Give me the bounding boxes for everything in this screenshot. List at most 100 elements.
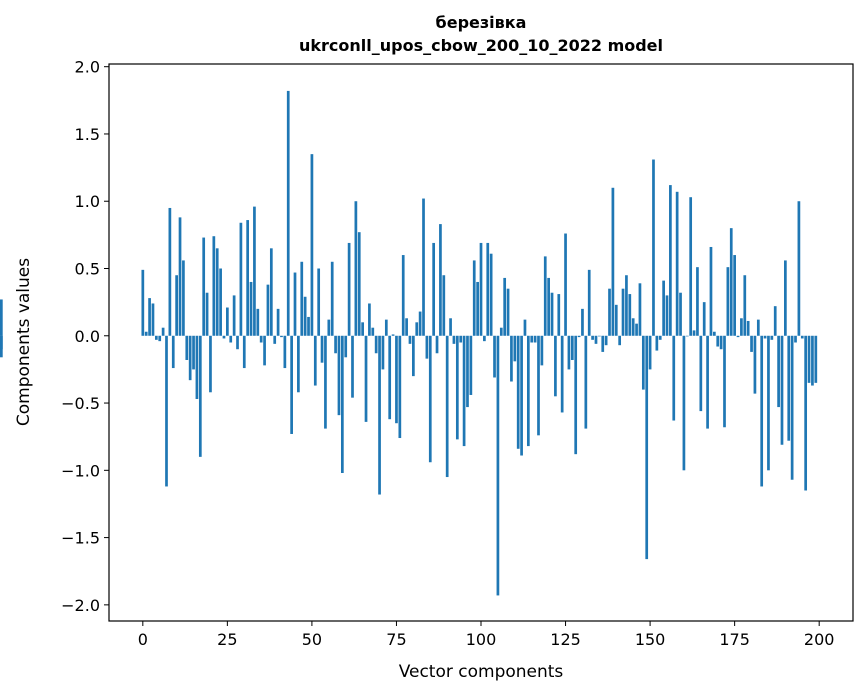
bar (425, 335, 429, 359)
bar (280, 335, 283, 338)
bar (493, 335, 496, 378)
bar (154, 335, 158, 340)
bar (750, 335, 753, 352)
bar (581, 308, 584, 336)
bar (293, 272, 297, 336)
bar (222, 335, 226, 339)
bar (141, 269, 145, 336)
y-axis-ticks: −2.0 −1.5 −1.0 −0.5 0.0 0.5 1.0 1.5 2.0 (61, 58, 109, 615)
bar (269, 248, 273, 336)
bar (641, 335, 645, 390)
y-tick-label: 1.5 (75, 125, 100, 144)
bar (449, 318, 452, 336)
bar (310, 154, 314, 336)
bar (455, 335, 459, 440)
bar (242, 335, 246, 369)
bar (594, 335, 598, 344)
bar (351, 335, 354, 398)
bar (797, 201, 801, 336)
bar (212, 236, 216, 336)
bar (290, 335, 293, 434)
bar (337, 335, 341, 416)
bar (158, 335, 162, 342)
bar (662, 280, 665, 336)
x-tick-label: 150 (635, 630, 666, 649)
x-tick-label: 100 (466, 630, 497, 649)
bar (317, 268, 321, 336)
bar (486, 242, 490, 336)
bar (378, 335, 381, 495)
x-tick-label: 175 (719, 630, 750, 649)
x-tick-label: 75 (386, 630, 406, 649)
x-tick-label: 200 (804, 630, 835, 649)
bar (398, 335, 402, 439)
bar (445, 335, 449, 478)
bar (770, 335, 774, 340)
bar (432, 242, 436, 336)
bar (215, 248, 219, 336)
bar (763, 335, 767, 339)
bar (811, 335, 814, 386)
bar (506, 288, 510, 336)
bar (729, 228, 733, 336)
bar (557, 294, 561, 336)
bar (428, 335, 432, 463)
bar (584, 335, 588, 429)
bar (297, 335, 300, 393)
bar (567, 335, 571, 370)
bar (706, 335, 709, 429)
bar (574, 335, 578, 455)
bar (249, 281, 253, 336)
bar (256, 308, 260, 336)
bar (347, 242, 351, 336)
bar (631, 318, 635, 336)
bar (614, 304, 618, 336)
bar (462, 335, 466, 447)
bar (391, 334, 395, 336)
bar (625, 275, 628, 336)
bar (236, 335, 239, 350)
x-tick-label: 0 (138, 630, 148, 649)
bar (564, 233, 567, 336)
bar (344, 335, 348, 358)
bar (286, 90, 290, 336)
bar (733, 255, 736, 336)
x-tick-label: 25 (217, 630, 237, 649)
bar (669, 185, 672, 336)
bar (192, 335, 195, 370)
bar (253, 206, 256, 336)
bar (452, 335, 456, 344)
bar (165, 335, 168, 487)
bar (638, 283, 642, 336)
y-tick-label: −2.0 (61, 596, 100, 615)
bar (324, 335, 327, 429)
bar (790, 335, 794, 480)
y-tick-label: −0.5 (61, 394, 100, 413)
bar (300, 261, 304, 336)
bar (773, 306, 777, 336)
bar (784, 260, 787, 336)
bar (435, 335, 439, 354)
bar (814, 335, 818, 383)
bar (405, 318, 408, 336)
bar (716, 335, 720, 347)
bar (740, 318, 743, 336)
bar (577, 335, 581, 338)
bar (533, 335, 537, 343)
bar (712, 331, 716, 336)
bar (672, 335, 676, 421)
bar (0, 299, 3, 336)
bar (658, 335, 662, 340)
bar (354, 201, 358, 336)
bar (753, 335, 757, 394)
bar (442, 275, 446, 336)
bar (621, 288, 625, 336)
bar (459, 335, 463, 343)
bar (439, 224, 442, 336)
bar (807, 335, 811, 383)
bar (645, 335, 649, 560)
bar (371, 327, 375, 336)
x-tick-label: 50 (302, 630, 322, 649)
bar (648, 335, 652, 370)
